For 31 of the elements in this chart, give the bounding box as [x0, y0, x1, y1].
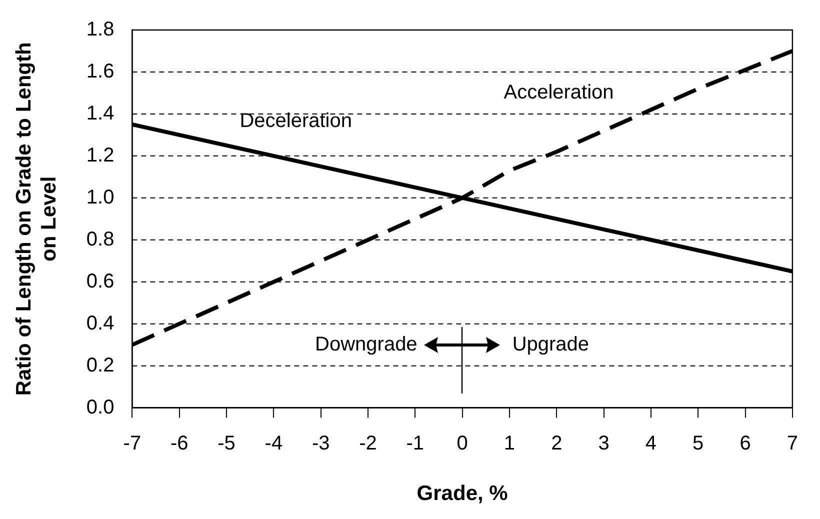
y-tick-label: 1.4	[86, 102, 114, 124]
y-axis-title: Ratio of Length on Grade to Length on Level	[12, 42, 61, 396]
x-axis-title: Grade, %	[416, 482, 508, 506]
y-tick-label: 0.4	[86, 312, 114, 334]
x-tick-label: 1	[504, 432, 516, 454]
x-tick-label: 4	[645, 432, 657, 454]
x-tick-label: 3	[598, 432, 610, 454]
annotation: Upgrade	[512, 333, 590, 356]
x-tick-label: -6	[170, 432, 188, 454]
y-tick-label: 0.8	[86, 228, 114, 250]
x-tick-label: 6	[740, 432, 751, 454]
series-label: Acceleration	[504, 81, 614, 104]
x-tick-label: -2	[359, 432, 377, 454]
x-tick-label: 5	[692, 432, 704, 454]
x-tick-label: 7	[786, 432, 798, 454]
x-tick-label: 2	[551, 432, 562, 454]
y-tick-label: 0.6	[86, 270, 114, 292]
x-tick-label: -1	[406, 432, 424, 454]
x-tick-label: -5	[218, 432, 236, 454]
x-tick-label: -7	[123, 432, 142, 454]
y-tick-label: 1.2	[86, 144, 114, 166]
x-tick-label: -3	[312, 432, 330, 454]
y-tick-label: 1.0	[86, 186, 114, 208]
y-tick-label: 1.6	[86, 60, 114, 82]
y-tick-label: 1.8	[86, 18, 114, 41]
series-label: Deceleration	[240, 110, 352, 132]
y-tick-label: 0.0	[86, 396, 114, 418]
x-tick-label: -4	[264, 432, 283, 454]
x-tick-label: 0	[456, 432, 468, 454]
annotation: Downgrade	[315, 333, 418, 356]
y-tick-label: 0.2	[86, 354, 114, 376]
